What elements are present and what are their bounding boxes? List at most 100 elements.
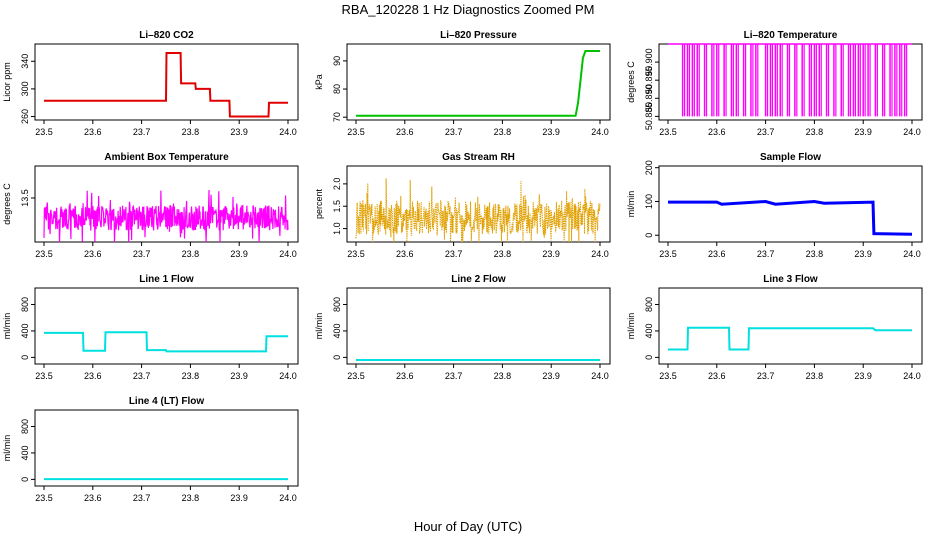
x-tick-label: 23.6 <box>708 371 726 381</box>
x-tick-label: 24.0 <box>279 493 297 503</box>
x-tick-label: 23.7 <box>133 371 151 381</box>
x-tick-label: 23.7 <box>445 127 463 137</box>
x-tick-label: 23.7 <box>445 371 463 381</box>
panel-title: Line 2 Flow <box>451 274 506 285</box>
x-tick-label: 24.0 <box>591 371 609 381</box>
panel-title: Line 3 Flow <box>763 274 818 285</box>
y-tick-label: 0 <box>20 355 30 360</box>
series-line <box>43 189 289 243</box>
plot-frame <box>658 287 923 365</box>
y-axis-label: kPa <box>314 74 324 90</box>
plot-frame <box>34 409 299 487</box>
x-tick-label: 23.9 <box>542 371 560 381</box>
x-tick-label: 23.9 <box>542 249 560 259</box>
panel-title: Li–820 Temperature <box>744 30 838 41</box>
x-tick-label: 23.8 <box>806 249 824 259</box>
x-tick-label: 23.7 <box>757 249 775 259</box>
y-tick-label: 400 <box>20 323 30 338</box>
y-tick-label: 50.900 <box>644 48 654 76</box>
figure-title: RBA_120228 1 Hz Diagnostics Zoomed PM <box>342 2 595 17</box>
y-tick-label: 100 <box>644 194 654 209</box>
x-tick-label: 23.9 <box>230 127 248 137</box>
y-axis-label: ml/min <box>626 313 636 340</box>
plot-frame <box>34 165 299 243</box>
panel-7: Line 1 Flow ml/min 23.5 23.6 23.7 23.8 23.9 24.… <box>2 274 299 381</box>
x-tick-label: 23.8 <box>182 127 200 137</box>
x-tick-label: 24.0 <box>591 249 609 259</box>
y-axis-label: degrees C <box>626 61 636 103</box>
panel-title: Line 4 (LT) Flow <box>129 396 205 407</box>
x-tick-label: 23.9 <box>230 249 248 259</box>
y-tick-label: 400 <box>644 323 654 338</box>
y-tick-label: 400 <box>332 323 342 338</box>
x-tick-label: 23.8 <box>494 249 512 259</box>
x-tick-label: 24.0 <box>903 127 921 137</box>
x-tick-label: 23.9 <box>854 127 872 137</box>
y-tick-label: 200 <box>644 160 654 175</box>
panel-title: Li–820 Pressure <box>440 30 517 41</box>
y-tick-label: 2.0 <box>332 178 342 191</box>
plot-frame <box>346 43 611 121</box>
plot-frame <box>34 287 299 365</box>
x-tick-label: 23.7 <box>133 493 151 503</box>
panel-8: Line 2 Flow ml/min 23.5 23.6 23.7 23.8 23.9 24.… <box>314 274 611 381</box>
series-line <box>44 52 288 118</box>
x-tick-label: 23.6 <box>708 249 726 259</box>
y-tick-label: 340 <box>20 54 30 69</box>
panel-9: Line 3 Flow ml/min 23.5 23.6 23.7 23.8 23.9 24.… <box>626 274 923 381</box>
panel-3: Li–820 Temperature degrees C 23.5 23.6 23.7 2… <box>626 30 923 137</box>
panel-10: Line 4 (LT) Flow ml/min 23.5 23.6 23.7 23.8 23… <box>2 396 299 503</box>
x-tick-label: 24.0 <box>591 127 609 137</box>
x-tick-label: 23.6 <box>708 127 726 137</box>
x-tick-label: 23.9 <box>854 371 872 381</box>
x-tick-label: 23.8 <box>494 371 512 381</box>
series-line <box>355 178 601 243</box>
x-tick-label: 23.6 <box>396 127 414 137</box>
x-tick-label: 24.0 <box>903 371 921 381</box>
y-tick-label: 0 <box>20 477 30 482</box>
x-tick-label: 23.8 <box>806 127 824 137</box>
y-tick-label: 800 <box>332 297 342 312</box>
x-tick-label: 23.6 <box>84 371 102 381</box>
panel-2: Li–820 Pressure kPa 23.5 23.6 23.7 23.8 23.9 24… <box>314 30 611 137</box>
x-tick-label: 23.7 <box>133 249 151 259</box>
x-tick-label: 23.8 <box>182 249 200 259</box>
panel-title: Gas Stream RH <box>442 152 515 163</box>
plot-frame <box>346 287 611 365</box>
y-axis-label: ml/min <box>626 191 636 218</box>
x-tick-label: 23.7 <box>757 127 775 137</box>
y-tick-label: 0 <box>332 355 342 360</box>
y-axis-label: ml/min <box>2 313 12 340</box>
x-tick-label: 23.5 <box>35 493 53 503</box>
panel-6: Sample Flow ml/min 23.5 23.6 23.7 23.8 23.9 24.… <box>626 152 923 259</box>
y-tick-label: 50.885 <box>644 103 654 131</box>
y-tick-label: 70 <box>332 112 342 122</box>
panel-5: Gas Stream RH percent 23.5 23.6 23.7 23.8 23.9… <box>314 152 611 259</box>
plot-frame <box>658 165 923 243</box>
x-tick-label: 23.5 <box>659 249 677 259</box>
x-tick-label: 23.8 <box>494 127 512 137</box>
y-tick-label: 260 <box>20 109 30 124</box>
y-tick-label: 800 <box>20 297 30 312</box>
x-tick-label: 23.5 <box>659 127 677 137</box>
series-line <box>356 50 600 117</box>
x-tick-label: 23.6 <box>396 371 414 381</box>
x-tick-label: 23.5 <box>35 249 53 259</box>
y-axis-label: ml/min <box>2 435 12 462</box>
series-line <box>44 331 288 353</box>
x-tick-label: 23.7 <box>133 127 151 137</box>
y-tick-label: 50.890 <box>644 85 654 113</box>
x-tick-label: 23.5 <box>659 371 677 381</box>
panel-title: Ambient Box Temperature <box>104 152 229 163</box>
x-tick-label: 23.6 <box>84 493 102 503</box>
x-tick-label: 23.7 <box>445 249 463 259</box>
y-tick-label: 400 <box>20 445 30 460</box>
y-tick-label: 800 <box>20 419 30 434</box>
series-line <box>668 199 913 236</box>
y-tick-label: 50.895 <box>644 66 654 94</box>
y-tick-label: 0 <box>644 355 654 360</box>
x-tick-label: 23.9 <box>230 371 248 381</box>
y-axis-label: Licor ppm <box>2 62 12 102</box>
x-tick-label: 23.6 <box>396 249 414 259</box>
x-tick-label: 23.5 <box>347 249 365 259</box>
